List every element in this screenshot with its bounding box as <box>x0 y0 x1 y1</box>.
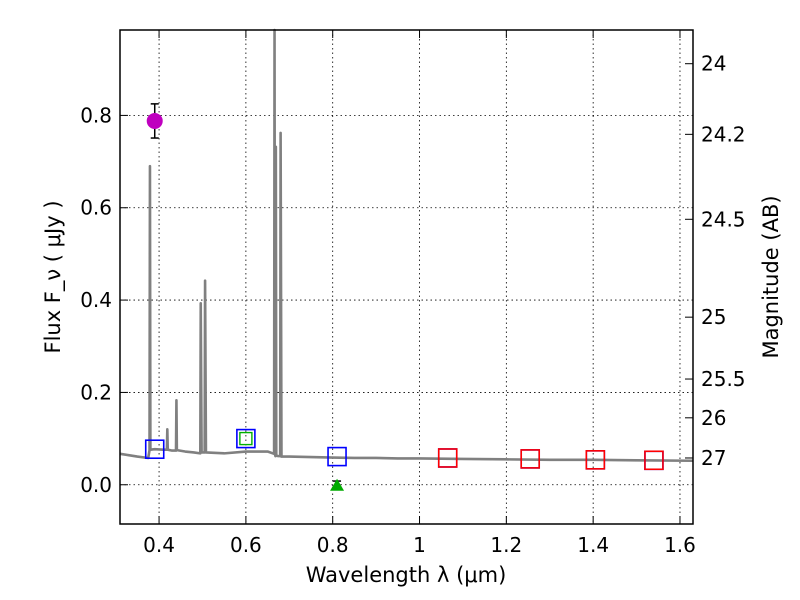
y-tick-label: 0.8 <box>80 103 112 127</box>
data-point-square <box>585 450 606 470</box>
data-layer <box>119 28 694 463</box>
data-point-square <box>437 448 458 468</box>
x-tick-label: 0.6 <box>230 533 262 557</box>
data-point-triangle <box>330 478 345 491</box>
data-point-square-small <box>239 431 253 446</box>
right-tick-label: 24.2 <box>701 122 746 146</box>
y-axis-label: Flux F_ν ( μJy ) <box>41 200 66 353</box>
right-tick-label: 27 <box>701 446 726 470</box>
right-tick-label: 24.5 <box>701 207 746 231</box>
x-tick-label: 1.6 <box>664 533 696 557</box>
y-axis-label-right: Magnitude (AB) <box>759 195 783 358</box>
right-tick-label: 25.5 <box>701 367 746 391</box>
y-tick-label: 0.0 <box>80 473 112 497</box>
spectrum-line <box>119 28 694 463</box>
y-tick-label: 0.6 <box>80 196 112 220</box>
data-point-circle <box>146 112 163 129</box>
right-tick-label: 26 <box>701 406 726 430</box>
y-tick-label: 0.2 <box>80 380 112 404</box>
x-tick-label: 1.2 <box>490 533 522 557</box>
data-point-square <box>236 428 256 449</box>
plot-frame <box>119 29 694 525</box>
x-tick-label: 1 <box>413 533 426 557</box>
x-tick-label: 1.4 <box>577 533 609 557</box>
data-point-square <box>327 446 347 467</box>
marker-layer <box>144 103 664 491</box>
x-tick-label: 0.8 <box>317 533 349 557</box>
data-point-square <box>644 450 664 471</box>
data-point-square <box>520 449 541 469</box>
tick-layer: 0.4 0.6 0.8 1 1.2 1.4 1.6 0.0 0.2 0.4 0.6 0.8 24 24.2… <box>80 30 746 557</box>
x-axis-label: Wavelength λ (μm) <box>306 563 507 587</box>
y-tick-label: 0.4 <box>80 288 112 312</box>
grid-layer <box>120 30 693 524</box>
x-tick-label: 0.4 <box>143 533 175 557</box>
data-point-square <box>144 439 165 460</box>
right-tick-label: 25 <box>701 305 726 329</box>
right-tick-label: 24 <box>701 52 726 76</box>
